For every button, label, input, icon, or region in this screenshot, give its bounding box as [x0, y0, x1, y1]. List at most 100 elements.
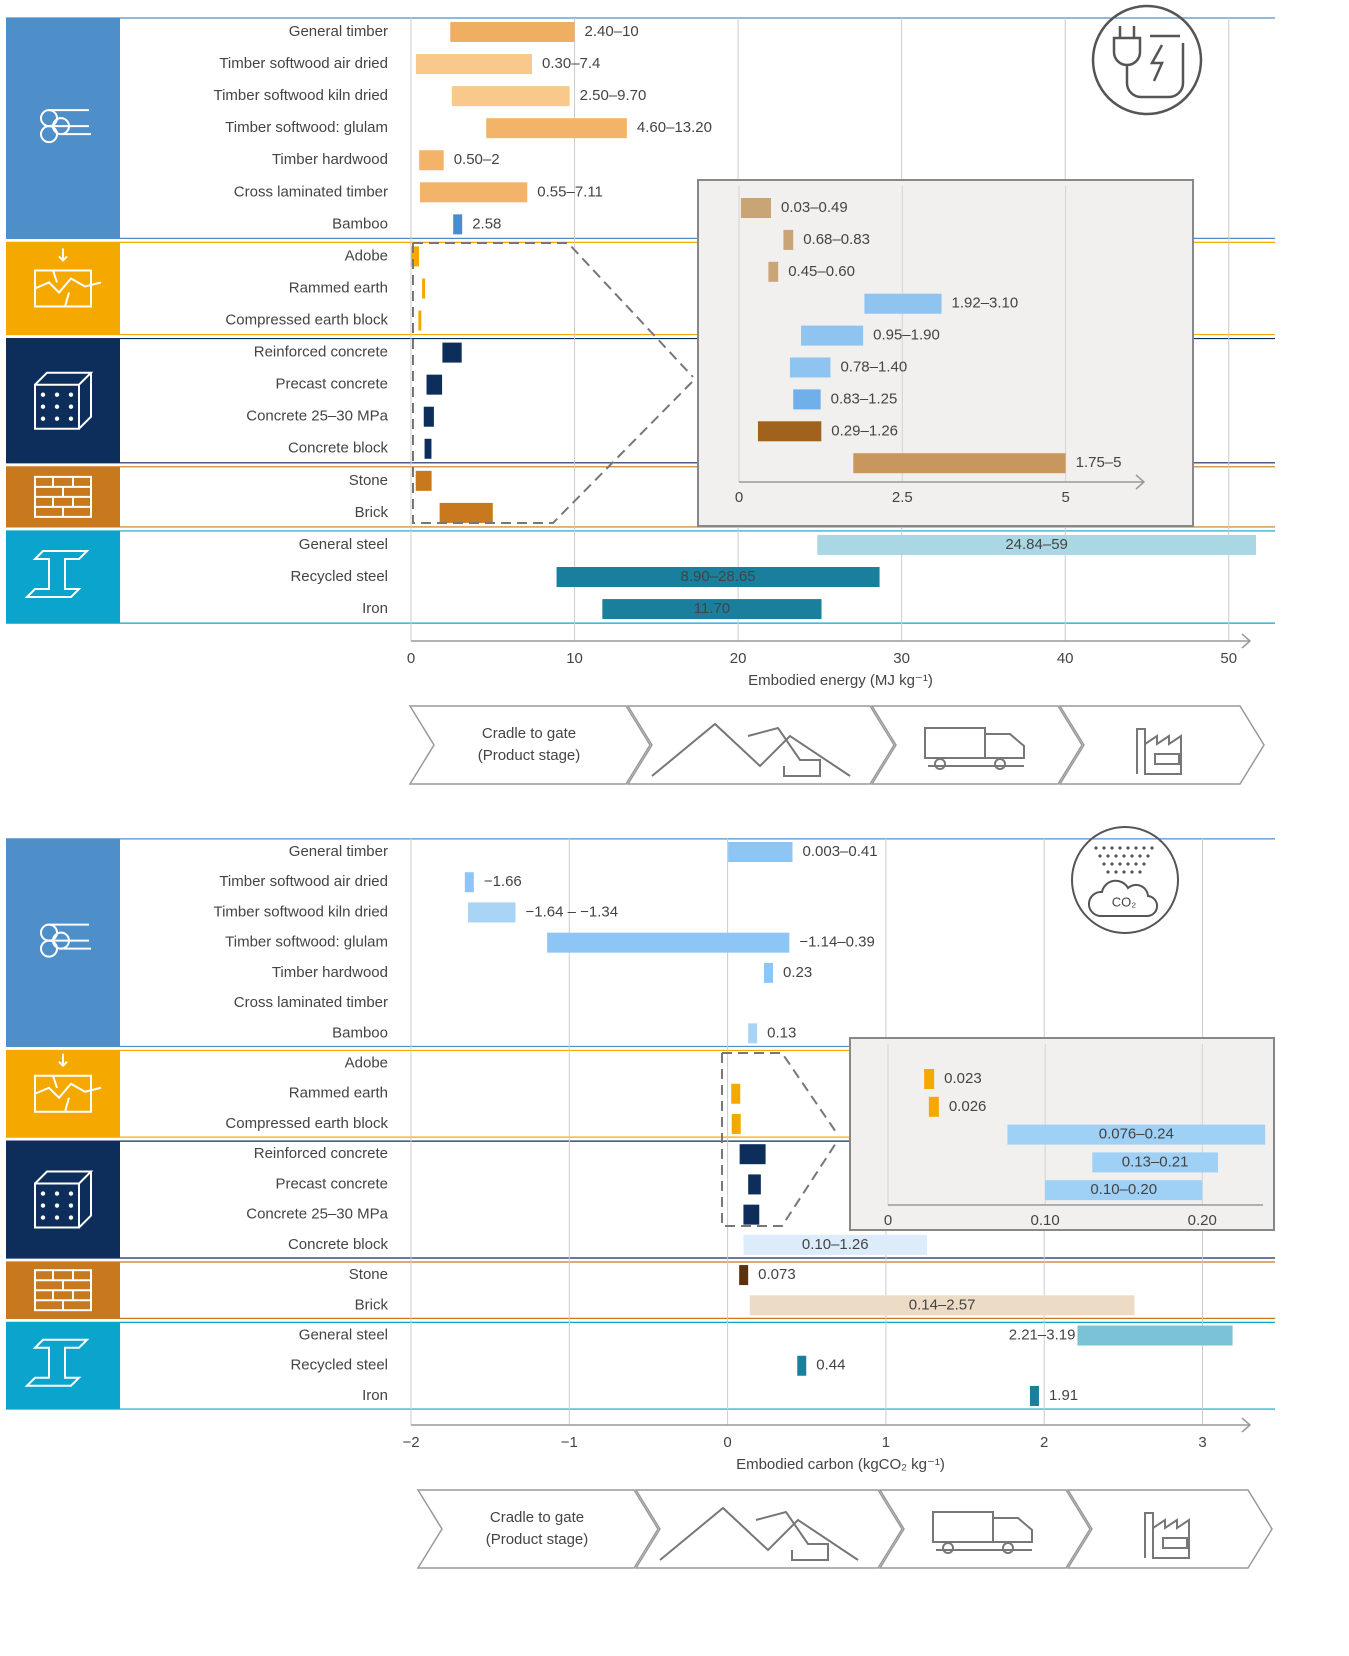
x-tick-label: 50 [1220, 650, 1237, 667]
particle [1130, 854, 1134, 858]
inset-value-label: 0.023 [944, 1070, 982, 1087]
bar [743, 1204, 760, 1225]
value-label: 0.44 [816, 1357, 845, 1374]
bar [439, 502, 493, 523]
particle [1114, 870, 1118, 874]
icon-label: CO₂ [1112, 894, 1137, 909]
bar [411, 246, 420, 267]
brick-lines [35, 476, 91, 517]
category-label: Reinforced concrete [254, 344, 388, 361]
particle [1102, 862, 1106, 866]
category-label: Adobe [345, 1055, 388, 1072]
bar [739, 1144, 766, 1165]
x-tick-label: 3 [1198, 1434, 1206, 1451]
bar [426, 374, 443, 395]
category-label: Rammed earth [289, 279, 388, 296]
inset-tick-label: 0.10 [1031, 1212, 1060, 1229]
bar [415, 470, 432, 491]
inset-bar [801, 325, 864, 346]
inset-value-label: 1.92–3.10 [952, 295, 1019, 312]
group-band [6, 1322, 120, 1410]
value-label: 0.10–1.26 [802, 1236, 869, 1253]
aggregate [54, 1203, 60, 1208]
x-tick-label: 20 [730, 650, 747, 667]
inset-bar [783, 229, 794, 250]
mountain-excavator [659, 1506, 859, 1561]
x-axis-label: Embodied energy (MJ kg⁻¹) [748, 672, 933, 689]
stage-chevron [408, 705, 651, 785]
inset-axis [739, 474, 1146, 490]
bar [743, 1234, 928, 1255]
earth-cracks [34, 1075, 102, 1113]
x-tick-label: 0 [723, 1434, 731, 1451]
particle [1110, 846, 1114, 850]
bar [424, 438, 432, 459]
icon-ring [1071, 826, 1179, 934]
category-label: Timber softwood: glulam [225, 934, 388, 951]
particle [1134, 846, 1138, 850]
bar [464, 872, 474, 893]
particle [1094, 846, 1098, 850]
inset-bar [793, 389, 821, 410]
bar [602, 599, 822, 620]
category-label: Precast concrete [275, 376, 388, 393]
bar [547, 932, 790, 953]
particle [1098, 854, 1102, 858]
inset-tick-label: 0 [735, 489, 743, 506]
group-icon [34, 371, 94, 430]
x-tick-label: 1 [882, 1434, 890, 1451]
i-beam [24, 550, 90, 599]
bar [1029, 1385, 1039, 1406]
stage-chevron [416, 1489, 659, 1569]
energy-icon [1091, 4, 1203, 116]
cube [34, 371, 94, 430]
inset-bar [928, 1096, 939, 1117]
value-label: 24.84–59 [1005, 536, 1068, 553]
inset-value-label: 0.026 [949, 1098, 987, 1115]
value-label: 0.30–7.4 [542, 55, 600, 72]
arrow-down [58, 248, 68, 262]
value-label: 0.50–2 [454, 151, 500, 168]
inset-bar [740, 198, 772, 218]
value-label: 1.91 [1049, 1387, 1078, 1404]
category-label: Concrete block [288, 1236, 389, 1253]
aggregate [68, 404, 74, 409]
inset-bar [1092, 1152, 1218, 1173]
value-label: 0.13 [767, 1024, 796, 1041]
value-label: 2.21–3.19 [1009, 1326, 1076, 1343]
inset-bar [768, 261, 779, 282]
inset-value-label: 0.95–1.90 [873, 327, 940, 344]
x-axis [411, 633, 1252, 649]
particle [1106, 870, 1110, 874]
inset-bar [864, 293, 942, 314]
inset-tick-label: 0 [884, 1212, 892, 1229]
aggregate [54, 416, 60, 421]
wheel [934, 758, 946, 770]
category-label: Iron [362, 600, 388, 617]
stage-chevron [634, 1489, 903, 1569]
mountain-excavator [651, 722, 851, 777]
bar [1077, 1325, 1233, 1346]
group-icon [24, 550, 90, 599]
icon-ring [1091, 4, 1203, 116]
inset-value-label: 0.10–0.20 [1090, 1181, 1157, 1198]
inset-bar [1007, 1124, 1266, 1145]
value-label: 8.90–28.65 [681, 568, 756, 585]
bar [731, 1083, 741, 1104]
aggregate [54, 1191, 60, 1196]
aggregate [40, 404, 46, 409]
particle [1134, 862, 1138, 866]
inset-bar [757, 421, 822, 442]
bar [748, 1023, 758, 1044]
bar [419, 182, 528, 203]
cube [34, 1170, 94, 1229]
value-label: −1.66 [484, 873, 522, 890]
value-label: 0.23 [783, 964, 812, 981]
bar [451, 86, 570, 107]
inset-value-label: 0.076–0.24 [1099, 1126, 1174, 1143]
x-axis [411, 1417, 1252, 1433]
inset-value-label: 0.13–0.21 [1122, 1153, 1189, 1170]
group-icon [34, 1269, 92, 1312]
category-label: Timber softwood kiln dried [213, 87, 388, 104]
